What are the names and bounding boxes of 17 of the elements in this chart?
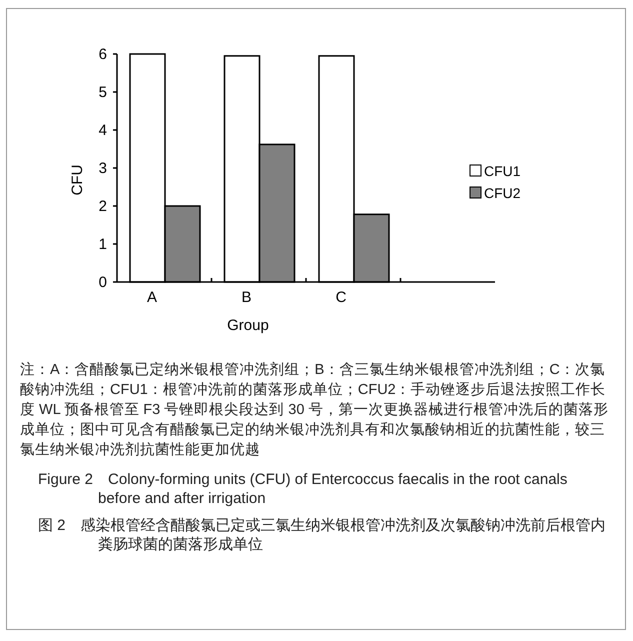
legend-label: CFU2 xyxy=(484,185,521,201)
y-tick-label: 5 xyxy=(98,84,107,101)
y-tick-label: 4 xyxy=(98,122,107,139)
caption: Figure 2 Colony-forming units (CFU) of Entercoccus faecalis in the root canals before and after irrigation xyxy=(38,470,568,508)
y-axis-title: CFU xyxy=(69,164,86,196)
x-tick-label: B xyxy=(241,289,252,306)
x-axis-title: Group xyxy=(227,317,269,334)
y-tick-label: 3 xyxy=(98,160,107,177)
y-tick-label: 1 xyxy=(98,236,107,253)
legend-label: CFU1 xyxy=(484,163,521,179)
x-tick-label: C xyxy=(336,289,347,306)
caption: 图 2 感染根管经含醋酸氯已定或三氯生纳米银根管冲洗剂及次氯酸钠冲洗前后根管内粪肠球菌的菌落形成单位 xyxy=(38,516,607,554)
y-tick-label: 6 xyxy=(98,46,107,63)
text: 注：A：含醋酸氯已定纳米银根管冲洗剂组；B：含三氯生纳米银根管冲洗剂组；C：次氯酸钠冲洗组；CFU1：根管冲洗前的菌落形成单位；CFU2：手动锉逐步后退法按照工作长度 WL 预备根管至 F3 号锉即根尖段达到 30 号，第一次更换器械进行根管冲洗后的菌落形成单位；图中可见含有醋酸氯已定的纳米银冲洗剂具有和次氯酸钠相近的抗菌性能，较三氯生纳米银冲洗剂抗菌性能更加优越 xyxy=(20,360,610,460)
y-tick-label: 0 xyxy=(98,274,107,291)
y-tick-label: 2 xyxy=(98,198,107,215)
x-tick-label: A xyxy=(146,289,158,306)
